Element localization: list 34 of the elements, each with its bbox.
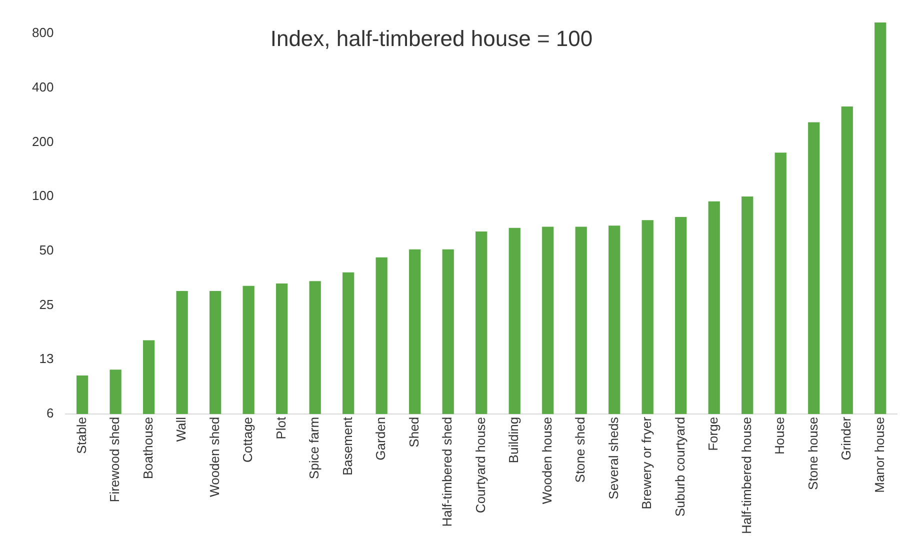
x-tick-label: Boathouse	[140, 416, 156, 480]
x-tick-label: Wall	[174, 416, 189, 442]
x-tick-label: Courtyard house	[472, 416, 488, 514]
x-tick-label: Firewood shed	[107, 416, 122, 502]
x-tick-label: Plot	[273, 416, 288, 440]
y-tick-label: 13	[39, 351, 54, 366]
x-tick-label: Stone house	[805, 416, 820, 490]
x-tick-label: Half-timbered house	[738, 416, 754, 534]
x-tick-label: Suburb courtyard	[672, 416, 688, 517]
y-tick-label: 6	[46, 406, 54, 421]
x-tick-label: Building	[506, 416, 522, 464]
x-tick-label: Half-timbered shed	[440, 416, 455, 527]
x-tick-label: Forge	[706, 416, 721, 451]
x-tick-label: House	[772, 416, 788, 455]
x-tick-label: Wooden shed	[206, 416, 222, 497]
y-tick-label: 800	[32, 25, 54, 40]
y-tick-label: 100	[32, 188, 54, 204]
y-tick-label: 50	[39, 242, 54, 258]
x-tick-label: Basement	[340, 416, 355, 476]
x-tick-label: Stable	[74, 416, 89, 454]
x-tick-label: Manor house	[872, 416, 887, 493]
x-tick-label: Cottage	[240, 416, 256, 462]
x-tick-label: Garden	[373, 416, 388, 460]
x-tick-label: Wooden house	[539, 416, 554, 504]
y-tick-label: 25	[39, 296, 54, 312]
y-tick-label: 200	[32, 134, 54, 149]
annotation: Index, half-timbered house = 100	[270, 26, 593, 52]
x-tick-label: Shed	[406, 416, 422, 448]
x-tick-label: Spice farm	[306, 416, 322, 480]
x-tick-label: Stone shed	[572, 416, 588, 483]
x-tick-label: Brewery or fryer	[639, 416, 654, 510]
y-tick-label: 400	[32, 79, 54, 94]
x-tick-label: Grinder	[838, 416, 854, 460]
x-tick-label: Several sheds	[606, 416, 621, 500]
